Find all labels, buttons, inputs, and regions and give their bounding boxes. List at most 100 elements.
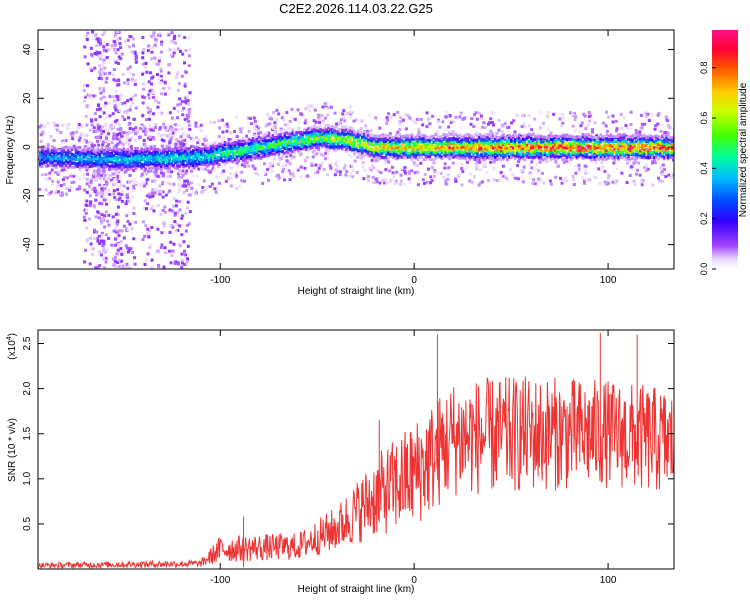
- heat-halo: [542, 181, 546, 185]
- heat-cell: [166, 163, 169, 167]
- heat-halo: [527, 163, 531, 167]
- heat-halo: [43, 124, 47, 128]
- heat-speckle: [92, 237, 96, 240]
- heat-cell: [353, 130, 356, 134]
- heat-cell: [438, 148, 442, 152]
- heat-halo: [66, 126, 70, 130]
- heat-halo: [282, 168, 285, 171]
- heat-cell: [219, 144, 223, 148]
- heat-cell: [518, 154, 521, 158]
- heat-cell: [390, 136, 394, 139]
- heat-halo: [425, 181, 429, 184]
- heat-speckle: [116, 30, 120, 34]
- heat-halo: [266, 123, 270, 126]
- heat-speckle: [153, 56, 157, 60]
- heat-cell: [209, 154, 213, 158]
- heat-speckle: [92, 36, 96, 40]
- heat-halo: [98, 191, 102, 195]
- heat-speckle: [112, 192, 116, 196]
- heat-speckle: [180, 74, 184, 78]
- heat-cell: [132, 153, 135, 157]
- heat-cell: [363, 139, 366, 142]
- heat-speckle: [188, 222, 191, 225]
- heat-halo: [335, 164, 339, 168]
- heat-halo: [169, 127, 173, 131]
- heat-halo: [323, 116, 327, 120]
- heat-speckle: [163, 80, 167, 84]
- heat-cell: [522, 144, 525, 148]
- heat-halo: [277, 176, 281, 180]
- heat-speckle: [181, 214, 184, 218]
- heat-cell: [376, 137, 380, 141]
- heat-cell: [194, 155, 197, 158]
- heat-cell: [339, 138, 342, 142]
- heat-halo: [105, 181, 109, 185]
- heat-cell: [464, 141, 467, 145]
- heat-cell: [84, 160, 88, 164]
- heat-halo: [640, 126, 644, 130]
- heat-halo: [379, 171, 383, 175]
- heat-speckle: [156, 105, 160, 109]
- heat-cell: [162, 147, 165, 151]
- heat-halo: [65, 192, 69, 196]
- heat-cell: [235, 155, 239, 159]
- heat-cell: [488, 148, 491, 152]
- heat-halo: [520, 114, 524, 118]
- heat-halo: [607, 115, 610, 119]
- heat-cell: [428, 155, 432, 158]
- heat-cell: [283, 129, 287, 133]
- heat-speckle: [126, 82, 130, 86]
- heat-cell: [74, 156, 78, 160]
- heat-halo: [127, 142, 131, 146]
- heat-speckle: [114, 51, 118, 55]
- heat-cell: [289, 147, 292, 151]
- heat-cell: [458, 156, 461, 160]
- heat-cell: [96, 160, 100, 164]
- heat-halo: [485, 171, 489, 174]
- heat-cell: [120, 162, 124, 166]
- heat-halo: [666, 134, 670, 138]
- heat-speckle: [126, 228, 130, 232]
- heat-cell: [124, 165, 128, 169]
- heat-halo: [441, 120, 445, 124]
- heat-cell: [327, 136, 330, 140]
- heat-cell: [170, 153, 173, 157]
- heat-cell: [279, 143, 283, 147]
- heat-halo: [654, 124, 658, 128]
- heat-speckle: [89, 118, 93, 122]
- heat-cell: [418, 155, 422, 159]
- heat-halo: [103, 185, 107, 189]
- heat-cell: [221, 148, 225, 151]
- heat-cell: [523, 147, 527, 150]
- heat-cell: [416, 138, 420, 142]
- heat-cell: [436, 134, 440, 138]
- heat-halo: [315, 152, 319, 156]
- heat-halo: [140, 172, 144, 176]
- heat-halo: [134, 182, 138, 186]
- heat-speckle: [105, 43, 109, 46]
- heat-cell: [237, 152, 241, 156]
- heat-speckle: [149, 112, 152, 116]
- heat-cell: [148, 162, 151, 166]
- heat-speckle: [154, 122, 158, 126]
- heat-cell: [331, 142, 334, 146]
- heat-cell: [295, 144, 298, 148]
- heat-speckle: [91, 252, 95, 256]
- heat-speckle: [156, 73, 159, 77]
- heat-cell: [402, 147, 406, 151]
- heat-speckle: [169, 40, 173, 43]
- heat-speckle: [153, 144, 157, 148]
- heat-halo: [473, 175, 477, 179]
- heat-speckle: [98, 38, 102, 42]
- heat-cell: [430, 142, 434, 146]
- heat-halo: [588, 119, 591, 123]
- heat-cell: [361, 151, 364, 155]
- heat-cell: [130, 165, 133, 169]
- heat-speckle: [121, 73, 125, 77]
- heat-cell: [464, 137, 467, 141]
- heat-halo: [241, 126, 245, 130]
- heat-cell: [398, 140, 402, 144]
- heat-halo: [242, 162, 246, 166]
- heat-speckle: [147, 96, 151, 100]
- heat-cell: [233, 146, 237, 150]
